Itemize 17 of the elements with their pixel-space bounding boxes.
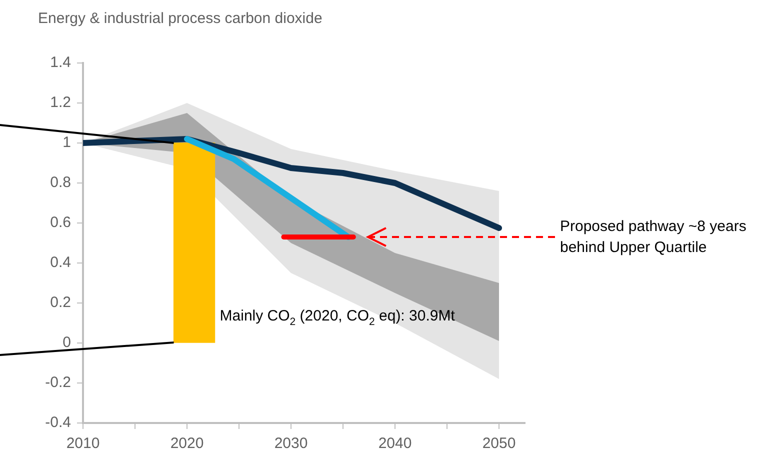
y-tick-label: -0.2 (45, 374, 71, 392)
y-tick-label: 0.2 (50, 294, 71, 312)
chart-title: Energy & industrial process carbon dioxide (38, 10, 322, 28)
x-tick-label: 2030 (274, 435, 308, 452)
x-tick-label: 2050 (482, 435, 516, 452)
x-tick-label: 2020 (170, 435, 204, 452)
x-tick-label: 2040 (378, 435, 412, 452)
y-tick-label: 0.4 (50, 254, 71, 272)
y-tick-label: 0.8 (50, 174, 71, 192)
y-tick-label: 0 (62, 334, 71, 352)
y-tick-label: 1.2 (50, 94, 71, 112)
y-tick-label: 1.4 (50, 54, 71, 72)
annotation: Proposed pathway ~8 years behind Upper Quartile (560, 218, 746, 256)
y-tick-label: 0.6 (50, 214, 71, 232)
y-tick-label: -0.4 (45, 414, 71, 432)
x-tick-label: 2010 (66, 435, 100, 452)
y-tick-label: 1 (62, 134, 71, 152)
